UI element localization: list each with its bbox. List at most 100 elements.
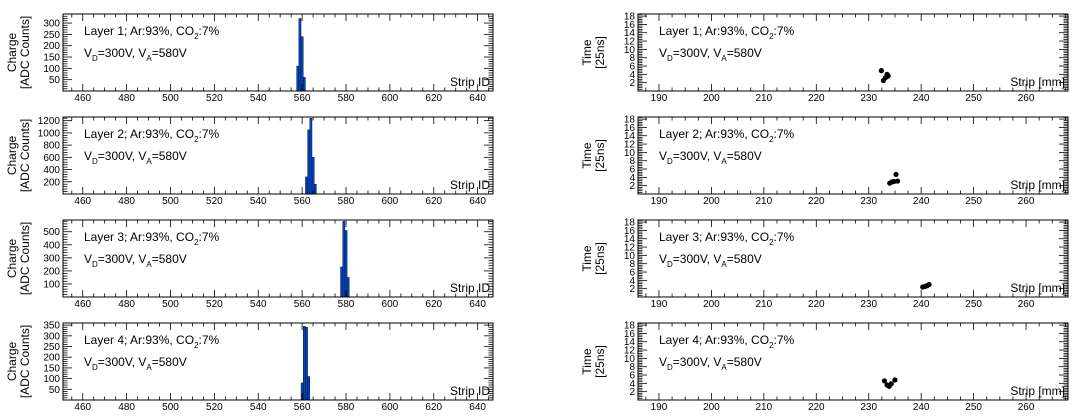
y-tick-label: 200	[43, 266, 60, 277]
histogram-bar	[307, 129, 311, 195]
y-tick-label: 18	[624, 218, 636, 229]
histogram-bar	[307, 376, 311, 401]
x-tick-label: 500	[162, 299, 179, 310]
y-axis-title-line1: Time	[580, 348, 594, 375]
y-tick-label: 8	[629, 259, 635, 270]
y-tick-label: 10	[624, 251, 636, 262]
x-axis-title: Strip ID	[450, 178, 490, 192]
data-point	[892, 377, 898, 383]
co2-percent: :7%	[774, 127, 795, 141]
y-axis-title-line2: [25ns]	[593, 36, 607, 69]
y-tick-label: 100	[43, 279, 60, 290]
co2-percent: :7%	[199, 333, 220, 347]
x-tick-label: 190	[651, 402, 668, 412]
x-tick-label: 230	[860, 402, 877, 412]
histogram-bar	[342, 221, 346, 298]
va-subscript: A	[146, 363, 152, 372]
histogram-bar	[303, 77, 306, 92]
panel-layer1-time: 190 200 210 220 230 240 250 26024681012141618St…	[580, 12, 1069, 104]
y-axis-title-line1: Charge	[5, 135, 19, 175]
histogram-bar	[303, 326, 306, 401]
vd-subscript: D	[92, 157, 98, 166]
data-point	[894, 178, 901, 184]
co2-percent: :7%	[199, 127, 220, 141]
y-tick-label: 16	[624, 20, 636, 31]
x-tick-label: 210	[756, 93, 773, 104]
x-tick-label: 190	[651, 299, 668, 310]
y-tick-label: 10	[624, 45, 636, 56]
y-tick-label: 14	[624, 131, 636, 142]
y-tick-label: 2	[629, 181, 635, 192]
y-tick-label: 10	[624, 354, 636, 365]
x-axis-title: Strip [mm]	[1010, 281, 1065, 295]
y-tick-label: 12	[624, 37, 636, 48]
vd-value: =300V, V	[98, 149, 147, 163]
layer-gas-text: Layer 3; Ar:93%, CO	[84, 230, 194, 244]
histogram-bar	[296, 65, 300, 92]
layer-annotation: Layer 2; Ar:93%, CO2:7%	[659, 127, 795, 144]
va-subscript: A	[146, 54, 152, 63]
layer-annotation: Layer 3; Ar:93%, CO2:7%	[84, 230, 220, 247]
y-axis-title-line2: [ADC Counts]	[18, 325, 32, 398]
x-tick-label: 230	[860, 196, 877, 207]
y-tick-label: 8	[629, 53, 635, 64]
va-value: =580V	[152, 355, 187, 369]
plot-frame	[62, 116, 494, 195]
vd-value: =300V, V	[98, 355, 147, 369]
x-tick-label: 260	[1018, 402, 1035, 412]
x-tick-label: 560	[294, 93, 311, 104]
histogram-bar	[305, 176, 308, 195]
histogram-bar	[340, 266, 343, 298]
x-tick-label: 620	[425, 402, 442, 412]
x-tick-label: 620	[425, 196, 442, 207]
histogram-bar	[298, 18, 302, 92]
x-tick-label: 480	[118, 93, 135, 104]
x-tick-label: 500	[162, 402, 179, 412]
y-tick-label: 18	[624, 12, 636, 23]
vd-symbol: V	[659, 355, 667, 369]
y-tick-label: 14	[624, 337, 636, 348]
x-tick-label: 480	[118, 196, 135, 207]
x-tick-label: 240	[913, 402, 930, 412]
voltage-annotation: VD=300V, VA=580V	[84, 46, 187, 63]
co2-percent: :7%	[774, 24, 795, 38]
vd-value: =300V, V	[673, 252, 722, 266]
va-value: =580V	[727, 252, 762, 266]
vd-symbol: V	[659, 46, 667, 60]
layer-annotation: Layer 1; Ar:93%, CO2:7%	[84, 24, 220, 41]
y-axis-title-line1: Time	[580, 245, 594, 272]
x-tick-label: 220	[808, 93, 825, 104]
y-tick-label: 14	[624, 234, 636, 245]
co2-subscript: 2	[769, 238, 774, 247]
panel-layer4-time: 190 200 210 220 230 240 250 26024681012141618St…	[580, 321, 1069, 413]
y-axis-title-line1: Charge	[5, 341, 19, 381]
va-subscript: A	[146, 260, 152, 269]
layer-gas-text: Layer 4; Ar:93%, CO	[659, 333, 769, 347]
voltage-annotation: VD=300V, VA=580V	[84, 149, 187, 166]
x-tick-label: 460	[74, 402, 91, 412]
x-tick-label: 480	[118, 299, 135, 310]
y-tick-label: 150	[43, 53, 60, 64]
data-point	[926, 281, 932, 288]
y-axis-title-line2: [ADC Counts]	[18, 16, 32, 89]
voltage-annotation: VD=300V, VA=580V	[659, 252, 762, 269]
y-tick-label: 6	[629, 371, 635, 382]
co2-percent: :7%	[199, 230, 220, 244]
co2-percent: :7%	[774, 230, 795, 244]
x-tick-label: 250	[965, 196, 982, 207]
x-tick-label: 480	[118, 402, 135, 412]
y-tick-label: 400	[43, 240, 60, 251]
y-tick-label: 18	[624, 115, 636, 126]
x-tick-label: 200	[703, 93, 720, 104]
x-tick-label: 580	[338, 402, 355, 412]
x-tick-label: 250	[965, 402, 982, 412]
histogram-bar	[313, 184, 317, 195]
x-tick-label: 240	[913, 93, 930, 104]
panel-layer4-charge: 460 480 500 520 540 560 580 600 620 640 5010015020…	[5, 321, 494, 413]
y-tick-label: 200	[43, 41, 60, 52]
histogram-bar	[311, 157, 315, 195]
data-point	[893, 171, 899, 178]
y-axis-title-line1: Charge	[5, 238, 19, 278]
histogram-bar	[309, 118, 313, 195]
